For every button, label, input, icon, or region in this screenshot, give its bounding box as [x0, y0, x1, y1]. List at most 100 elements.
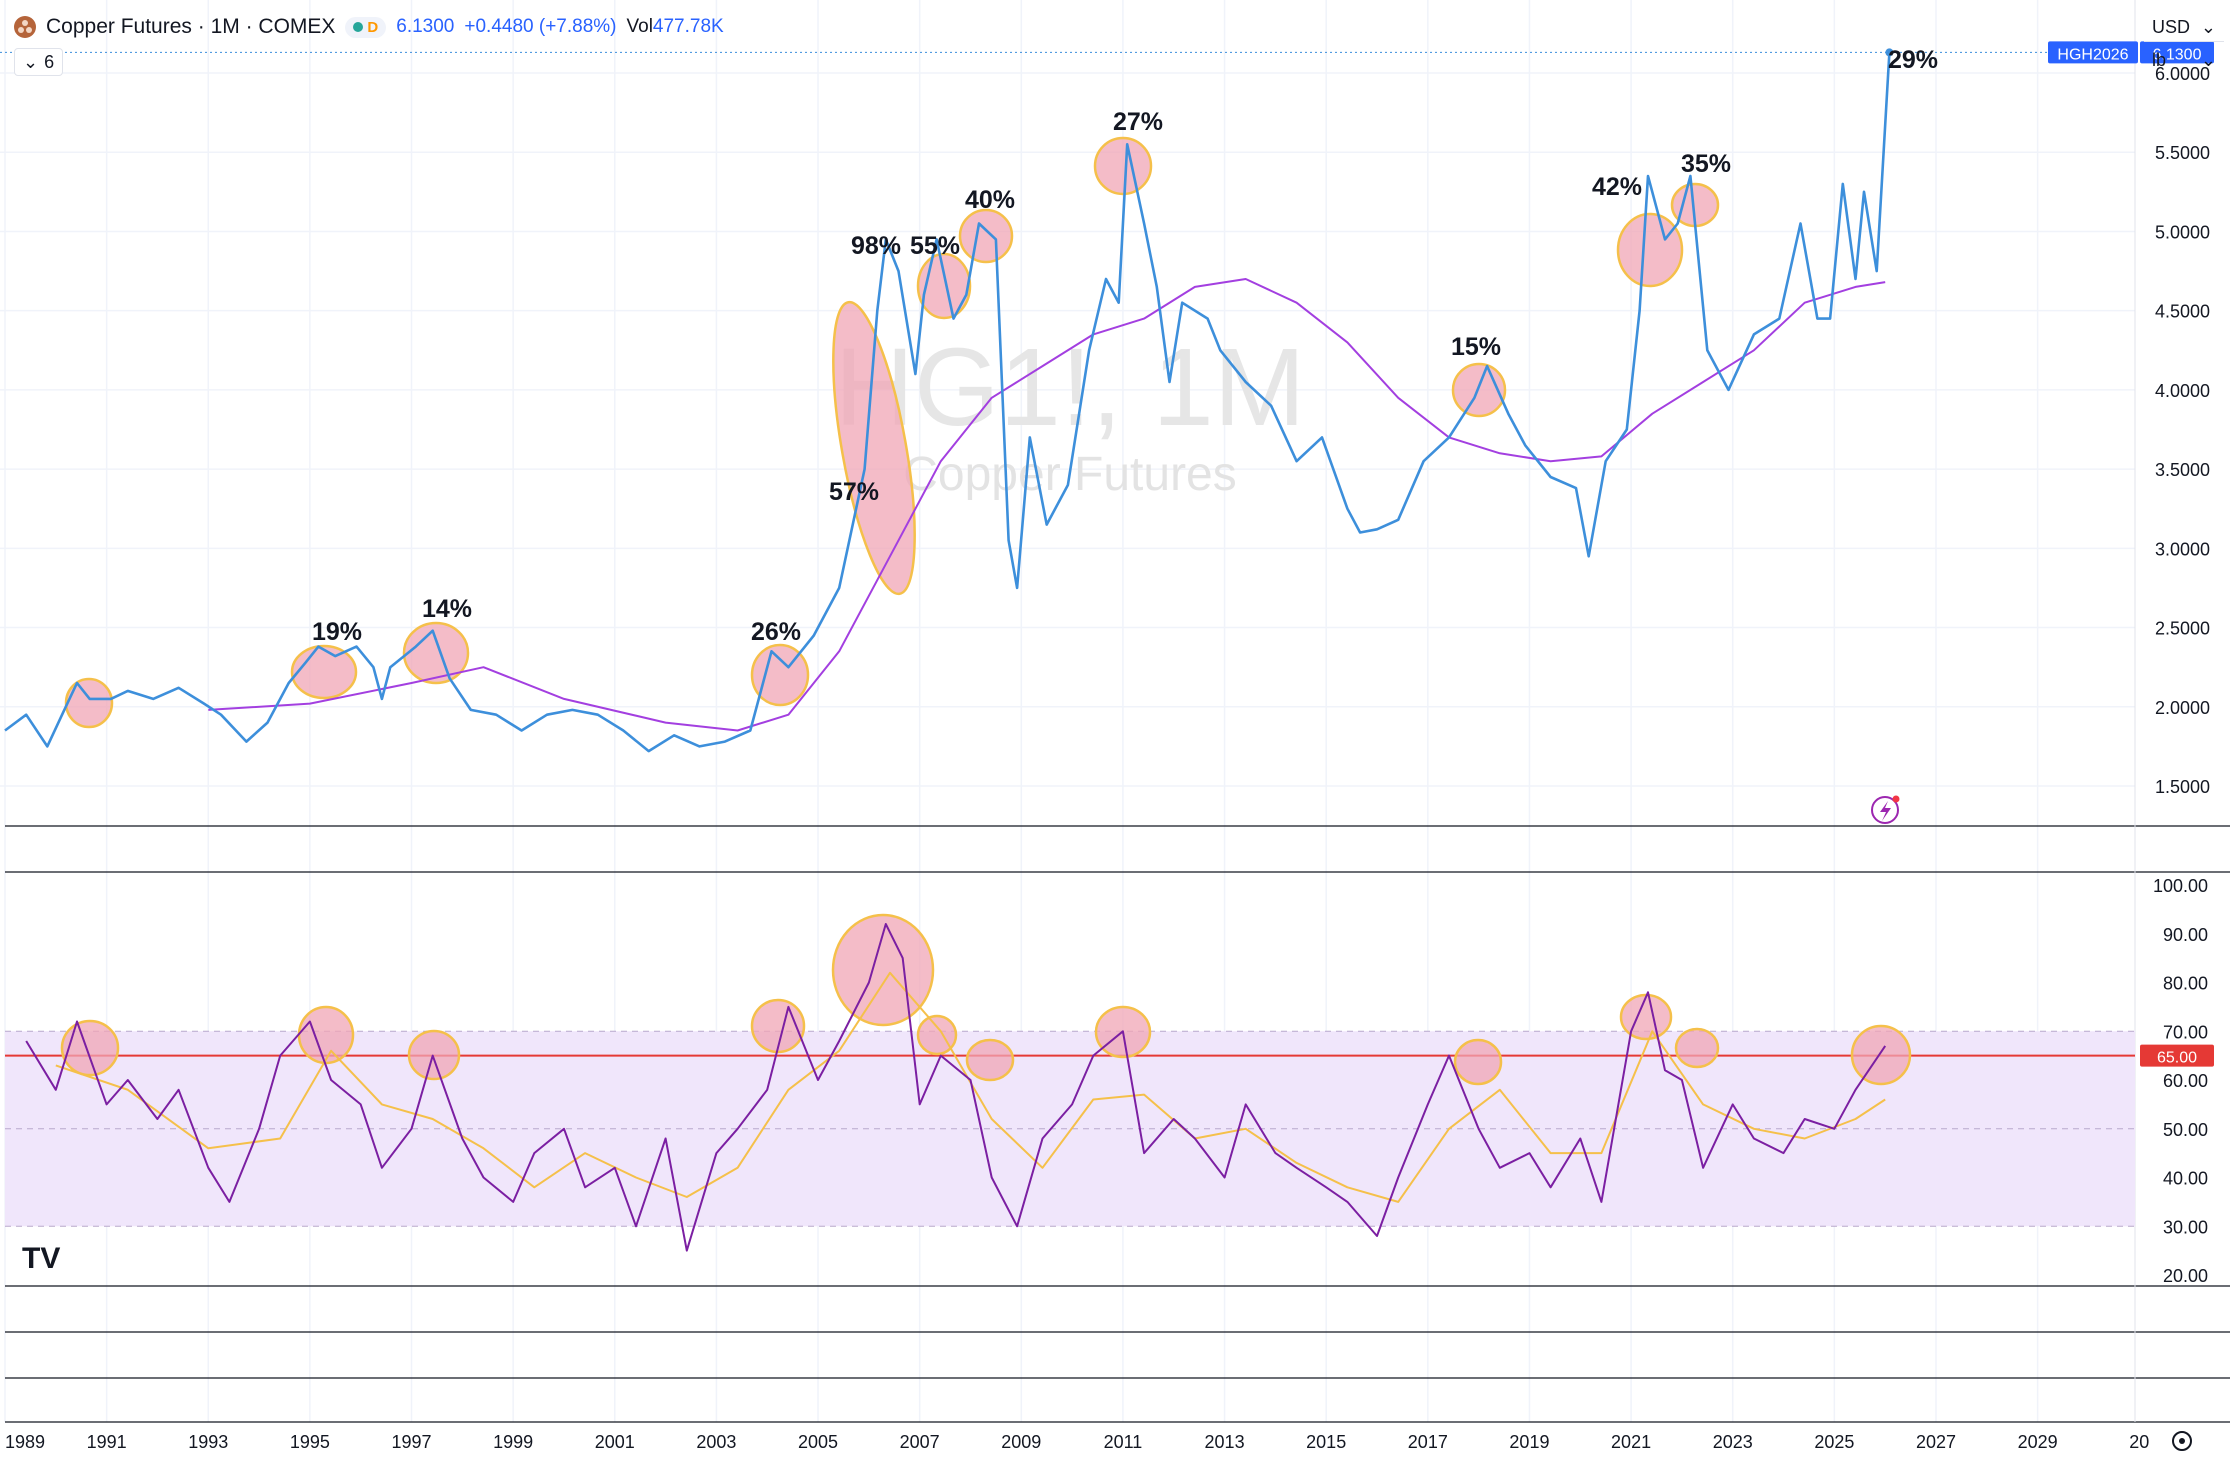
volume-label: Vol — [626, 16, 653, 37]
gain-annotation: 29% — [1888, 46, 1938, 74]
highlight-ellipse — [832, 300, 916, 596]
time-axis-label: 1999 — [493, 1432, 533, 1452]
rsi-ma-line[interactable] — [55, 971, 1886, 1203]
gain-annotation: 14% — [422, 595, 472, 623]
gain-annotation: 27% — [1113, 108, 1163, 136]
highlight-ellipse — [402, 621, 470, 685]
rsi-highlight-ellipse — [1453, 1038, 1503, 1086]
price-axis-label: 2.0000 — [2155, 698, 2210, 718]
highlight-ellipse — [1093, 136, 1153, 196]
time-axis-label: 2011 — [1104, 1432, 1143, 1452]
unit-value: lb — [2152, 49, 2167, 70]
moving-average-line[interactable] — [208, 278, 1886, 732]
time-axis-label: 2021 — [1611, 1432, 1651, 1452]
rsi-highlight-ellipse — [916, 1014, 958, 1056]
chevron-down-icon: ⌄ — [2200, 49, 2216, 70]
rsi-axis-label: 80.00 — [2163, 974, 2208, 994]
rsi-axis-label: 60.00 — [2163, 1071, 2208, 1091]
symbol-title[interactable]: Copper Futures · 1M · COMEX — [46, 15, 336, 38]
last-price: 6.1300 — [396, 16, 455, 37]
gain-annotation: 98% — [851, 232, 901, 260]
rsi-highlight-ellipse — [297, 1005, 355, 1065]
rsi-highlight-ellipse — [1619, 993, 1673, 1041]
rsi-highlight-ellipse — [60, 1019, 120, 1077]
price-tag-value-box — [2140, 41, 2214, 64]
time-axis-label: 2025 — [1814, 1432, 1854, 1452]
rsi-line[interactable] — [25, 923, 1887, 1252]
rsi-tag-value: 65.00 — [2157, 1050, 2197, 1067]
settings-gear-icon[interactable] — [2172, 1431, 2192, 1451]
gain-annotation: 35% — [1681, 150, 1731, 178]
highlight-ellipse — [916, 252, 972, 320]
price-change: +0.4480 (+7.88%) — [464, 16, 617, 37]
symbol-header: Copper Futures · 1M · COMEX D 6.1300 +0.… — [14, 12, 724, 42]
time-axis-label: 2023 — [1713, 1432, 1753, 1452]
time-axis-label: 2019 — [1509, 1432, 1549, 1452]
time-axis-label: 1989 — [5, 1432, 45, 1452]
collapse-indicators-button[interactable]: ⌄ 6 — [14, 48, 64, 76]
price-axis-label: 2.5000 — [2155, 619, 2210, 639]
volume-value: 477.78K — [652, 16, 724, 37]
price-tag-value: 6.1300 — [2153, 46, 2202, 63]
lightning-bolt-icon — [1880, 801, 1891, 821]
price-axis-label: 3.5000 — [2155, 460, 2210, 480]
time-axis-label: 2015 — [1306, 1432, 1346, 1452]
rsi-highlight-ellipse — [965, 1038, 1015, 1082]
gain-annotation: 42% — [1592, 173, 1642, 201]
rsi-axis-label: 30.00 — [2163, 1217, 2208, 1237]
time-axis-label: 2009 — [1001, 1432, 1041, 1452]
rsi-axis-label: 20.00 — [2163, 1266, 2208, 1286]
price-tag-symbol: HGH2026 — [2057, 46, 2128, 63]
alert-dot-icon — [1892, 795, 1900, 803]
indicator-count: 6 — [44, 51, 55, 72]
time-axis-label: 2003 — [696, 1432, 736, 1452]
chevron-down-icon: ⌄ — [23, 51, 39, 72]
price-axis-label: 5.5000 — [2155, 143, 2210, 163]
time-axis-label: 1993 — [188, 1432, 228, 1452]
time-axis-label: 2007 — [900, 1432, 940, 1452]
price-axis-label: 6.0000 — [2155, 64, 2210, 84]
time-axis-label: 20 — [2129, 1432, 2149, 1452]
tradingview-logo-icon: TV — [22, 1242, 60, 1275]
time-axis-label: 2013 — [1205, 1432, 1245, 1452]
rsi-axis-label: 100.00 — [2153, 876, 2208, 896]
rsi-tag-box — [2140, 1044, 2214, 1067]
alert-lightning-icon[interactable] — [1871, 796, 1899, 824]
highlight-ellipse — [1616, 212, 1684, 288]
copper-logo-icon — [14, 16, 36, 38]
rsi-axis-label: 70.00 — [2163, 1022, 2208, 1042]
highlight-ellipse — [64, 677, 114, 729]
highlight-ellipse — [290, 644, 358, 700]
time-axis-label: 2029 — [2018, 1432, 2058, 1452]
currency-value: USD — [2152, 17, 2191, 37]
price-axis-label: 3.0000 — [2155, 539, 2210, 559]
time-axis-label: 2005 — [798, 1432, 838, 1452]
session-badge[interactable]: D — [345, 16, 387, 38]
time-axis-label: 2017 — [1408, 1432, 1448, 1452]
settings-gear-center — [2179, 1438, 2185, 1444]
unit-select[interactable]: lb ⌄ — [2144, 46, 2224, 74]
highlight-ellipse — [958, 208, 1014, 264]
price-tag-symbol-box — [2048, 41, 2138, 64]
time-axis-label: 1997 — [391, 1432, 431, 1452]
price-axis-label: 4.5000 — [2155, 302, 2210, 322]
rsi-highlight-ellipse — [1850, 1024, 1912, 1086]
last-price-dot — [1885, 48, 1894, 57]
watermark-ticker: HG1!, 1M — [835, 326, 1306, 449]
gain-annotation: 40% — [965, 186, 1015, 214]
gain-annotation: 19% — [312, 618, 362, 646]
rsi-highlight-ellipse — [407, 1029, 461, 1081]
rsi-axis-label: 40.00 — [2163, 1169, 2208, 1189]
delayed-badge: D — [367, 18, 379, 36]
time-axis-label: 1991 — [87, 1432, 127, 1452]
chevron-down-icon: ⌄ — [2200, 17, 2216, 37]
rsi-axis-label: 90.00 — [2163, 925, 2208, 945]
gain-annotation: 26% — [751, 618, 801, 646]
gain-annotation: 57% — [829, 478, 879, 506]
price-axis-label: 1.5000 — [2155, 777, 2210, 797]
currency-select[interactable]: USD ⌄ — [2144, 14, 2224, 42]
price-line[interactable] — [4, 52, 1891, 753]
price-axis-label: 4.0000 — [2155, 381, 2210, 401]
time-axis-label: 1995 — [290, 1432, 330, 1452]
